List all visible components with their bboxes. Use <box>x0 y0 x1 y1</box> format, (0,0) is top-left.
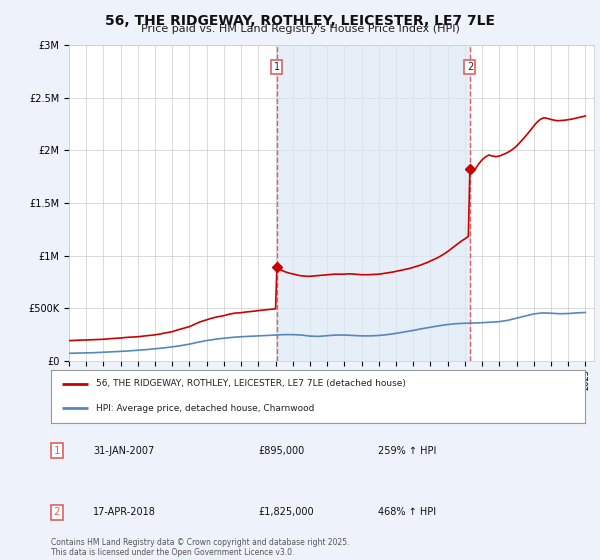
Text: 2: 2 <box>53 507 61 517</box>
Text: 56, THE RIDGEWAY, ROTHLEY, LEICESTER, LE7 7LE: 56, THE RIDGEWAY, ROTHLEY, LEICESTER, LE… <box>105 14 495 28</box>
Text: 17-APR-2018: 17-APR-2018 <box>93 507 156 517</box>
Text: Contains HM Land Registry data © Crown copyright and database right 2025.
This d: Contains HM Land Registry data © Crown c… <box>51 538 349 557</box>
Text: £1,825,000: £1,825,000 <box>258 507 314 517</box>
Bar <box>277 45 470 361</box>
Text: HPI: Average price, detached house, Charnwood: HPI: Average price, detached house, Char… <box>97 404 315 413</box>
Text: 31-JAN-2007: 31-JAN-2007 <box>93 446 154 456</box>
Text: Price paid vs. HM Land Registry's House Price Index (HPI): Price paid vs. HM Land Registry's House … <box>140 24 460 34</box>
Text: 56, THE RIDGEWAY, ROTHLEY, LEICESTER, LE7 7LE (detached house): 56, THE RIDGEWAY, ROTHLEY, LEICESTER, LE… <box>97 380 406 389</box>
Text: 2: 2 <box>467 62 473 72</box>
Text: 259% ↑ HPI: 259% ↑ HPI <box>378 446 436 456</box>
Text: £895,000: £895,000 <box>258 446 304 456</box>
Text: 1: 1 <box>53 446 61 456</box>
Text: 1: 1 <box>274 62 280 72</box>
Text: 468% ↑ HPI: 468% ↑ HPI <box>378 507 436 517</box>
